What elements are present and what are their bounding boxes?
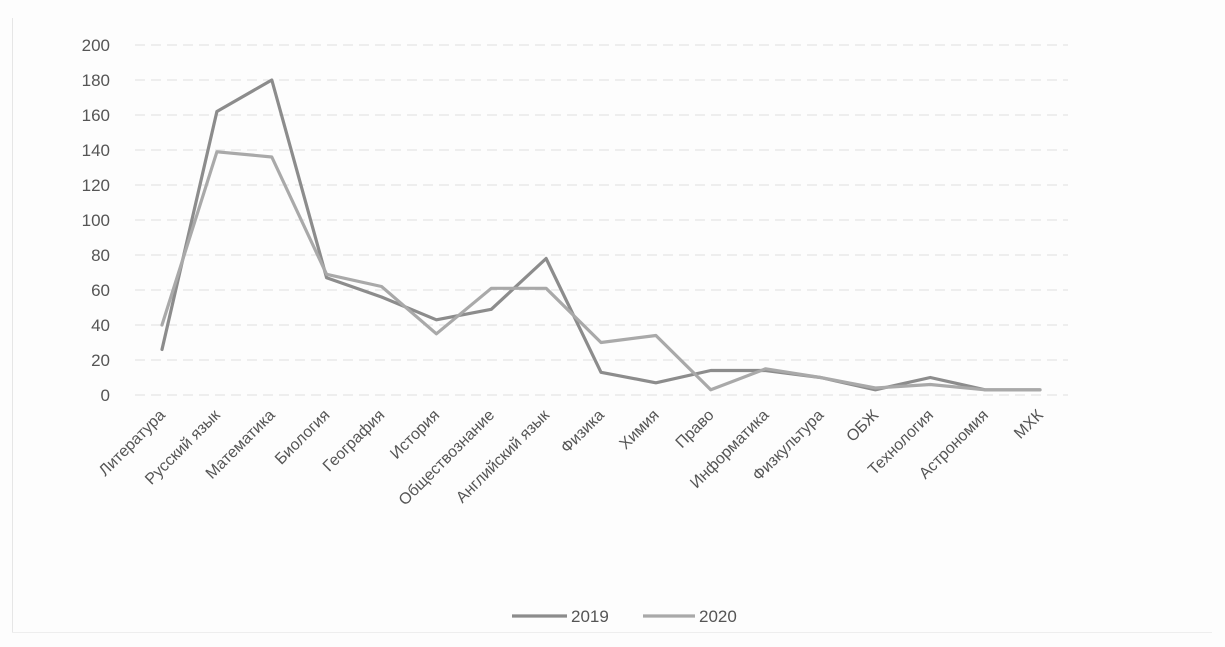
legend: 2019 2020 <box>512 607 737 626</box>
legend-label: 2019 <box>571 607 609 626</box>
y-tick-label: 60 <box>91 281 110 300</box>
y-tick-label: 140 <box>82 141 110 160</box>
x-tick-label: Право <box>673 407 718 452</box>
y-tick-label: 120 <box>82 176 110 195</box>
y-tick-label: 80 <box>91 246 110 265</box>
x-tick-label: МХК <box>1011 406 1047 442</box>
x-tick-label: Физика <box>558 407 608 457</box>
x-tick-label: История <box>387 407 443 463</box>
y-tick-label: 40 <box>91 316 110 335</box>
x-tick-label: Обществознание <box>396 407 498 509</box>
series-lines <box>160 78 1042 392</box>
x-tick-label: Химия <box>617 407 663 453</box>
frame-border-left <box>12 18 13 633</box>
frame-border-bottom <box>12 632 1212 633</box>
y-tick-label: 180 <box>82 71 110 90</box>
y-tick-label: 0 <box>101 386 110 405</box>
gridlines <box>135 44 1068 396</box>
y-axis-ticks: 0 20 40 60 80 100 120 140 160 180 200 <box>82 36 110 405</box>
y-tick-label: 100 <box>82 211 110 230</box>
x-tick-label: ОБЖ <box>844 407 883 446</box>
legend-label: 2020 <box>699 607 737 626</box>
x-tick-label: Английский язык <box>453 406 553 506</box>
y-tick-label: 20 <box>91 351 110 370</box>
y-tick-label: 200 <box>82 36 110 55</box>
series-line-2020 <box>160 150 1042 392</box>
y-tick-label: 160 <box>82 106 110 125</box>
